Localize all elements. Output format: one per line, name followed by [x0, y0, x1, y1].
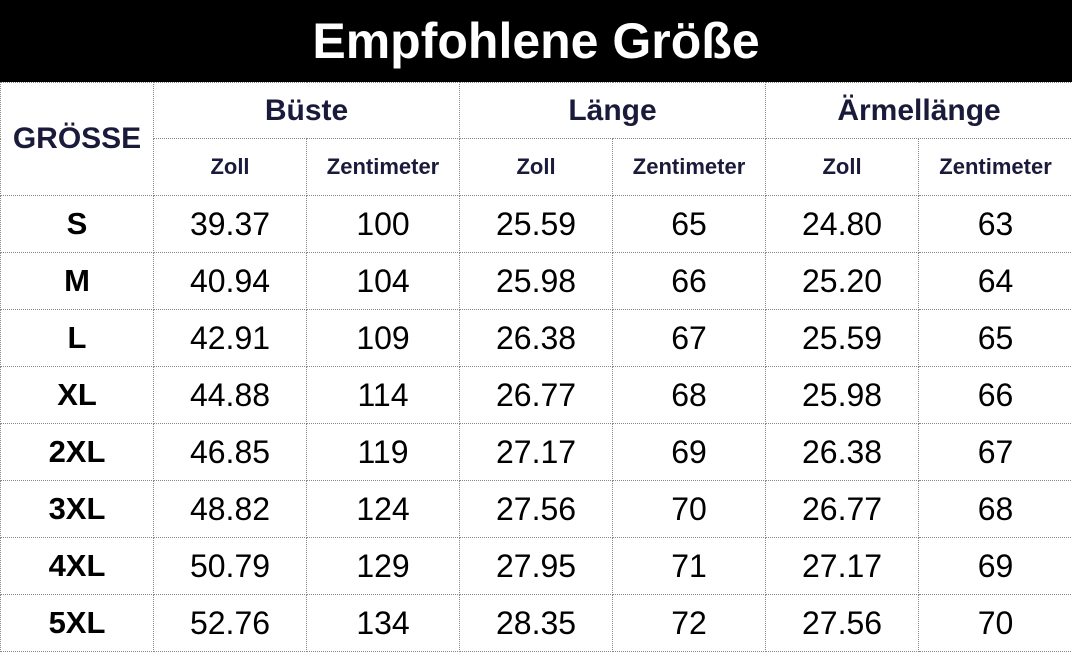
size-label: 4XL [0, 537, 154, 595]
unit-header: Zoll [153, 138, 307, 196]
cell: 48.82 [153, 480, 307, 538]
title-bar: Empfohlene Größe [0, 0, 1072, 82]
cell: 100 [305, 195, 461, 253]
cell: 72 [612, 594, 767, 652]
cell: 66 [918, 366, 1072, 424]
data-row: 3XL 48.82 124 27.56 70 26.77 68 [0, 480, 1072, 538]
data-row: XL 44.88 114 26.77 68 25.98 66 [0, 366, 1072, 424]
cell: 26.38 [765, 423, 920, 481]
cell: 25.20 [765, 252, 920, 310]
unit-row: Zoll Zentimeter Zoll Zentimeter Zoll Zentimet… [1, 138, 1072, 196]
cell: 28.35 [459, 594, 614, 652]
cell: 129 [305, 537, 461, 595]
title: Empfohlene Größe [312, 13, 760, 69]
unit-header: Zentimeter [305, 138, 461, 196]
data-row: 4XL 50.79 129 27.95 71 27.17 69 [0, 537, 1072, 595]
cell: 71 [612, 537, 767, 595]
cell: 68 [612, 366, 767, 424]
size-table: GRÖSSE Büste Länge Ärmellänge Zoll Zentimeter… [0, 82, 1072, 652]
group-header: Ärmellänge [765, 82, 1072, 139]
cell: 50.79 [153, 537, 307, 595]
size-label: 2XL [0, 423, 154, 481]
cell: 119 [305, 423, 461, 481]
cell: 114 [305, 366, 461, 424]
cell: 64 [918, 252, 1072, 310]
cell: 25.59 [459, 195, 614, 253]
data-row: 2XL 46.85 119 27.17 69 26.38 67 [0, 423, 1072, 481]
cell: 26.38 [459, 309, 614, 367]
cell: 24.80 [765, 195, 920, 253]
cell: 104 [305, 252, 461, 310]
size-label: 5XL [0, 594, 154, 652]
cell: 66 [612, 252, 767, 310]
cell: 26.77 [459, 366, 614, 424]
size-label: L [0, 309, 154, 367]
header-row: GRÖSSE Büste Länge Ärmellänge [0, 82, 1072, 196]
cell: 27.56 [765, 594, 920, 652]
data-row: L 42.91 109 26.38 67 25.59 65 [0, 309, 1072, 367]
unit-header: Zoll [459, 138, 614, 196]
size-label: M [0, 252, 154, 310]
cell: 27.95 [459, 537, 614, 595]
cell: 25.59 [765, 309, 920, 367]
group-header: Büste [152, 82, 461, 139]
cell: 40.94 [153, 252, 307, 310]
cell: 52.76 [153, 594, 307, 652]
size-label: 3XL [0, 480, 154, 538]
cell: 124 [305, 480, 461, 538]
cell: 25.98 [459, 252, 614, 310]
cell: 26.77 [765, 480, 920, 538]
cell: 70 [612, 480, 767, 538]
cell: 67 [612, 309, 767, 367]
cell: 27.56 [459, 480, 614, 538]
cell: 68 [918, 480, 1072, 538]
cell: 109 [305, 309, 461, 367]
corner-header: GRÖSSE [0, 82, 154, 196]
cell: 27.17 [459, 423, 614, 481]
size-label: XL [0, 366, 154, 424]
group-header: Länge [459, 82, 767, 139]
size-label: S [0, 195, 154, 253]
data-row: 5XL 52.76 134 28.35 72 27.56 70 [0, 594, 1072, 652]
cell: 25.98 [765, 366, 920, 424]
unit-header: Zoll [765, 138, 920, 196]
cell: 27.17 [765, 537, 920, 595]
cell: 70 [918, 594, 1072, 652]
cell: 69 [612, 423, 767, 481]
cell: 69 [918, 537, 1072, 595]
cell: 63 [918, 195, 1072, 253]
cell: 46.85 [153, 423, 307, 481]
data-row: M 40.94 104 25.98 66 25.20 64 [0, 252, 1072, 310]
unit-header: Zentimeter [612, 138, 767, 196]
cell: 44.88 [153, 366, 307, 424]
cell: 67 [918, 423, 1072, 481]
cell: 134 [305, 594, 461, 652]
data-row: S 39.37 100 25.59 65 24.80 63 [0, 195, 1072, 253]
unit-header: Zentimeter [918, 138, 1072, 196]
cell: 65 [918, 309, 1072, 367]
cell: 39.37 [153, 195, 307, 253]
cell: 65 [612, 195, 767, 253]
cell: 42.91 [153, 309, 307, 367]
